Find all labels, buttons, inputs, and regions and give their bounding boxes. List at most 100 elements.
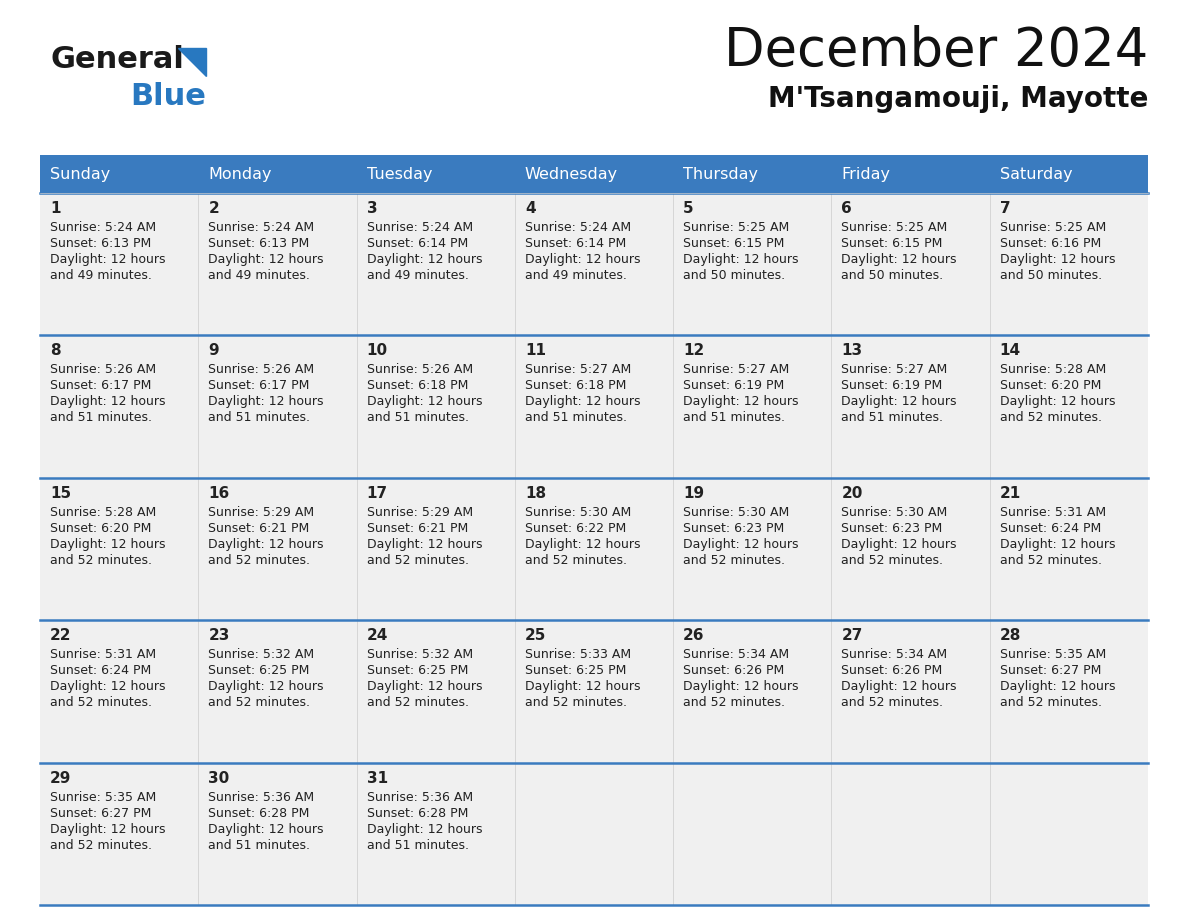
Text: Sunrise: 5:31 AM: Sunrise: 5:31 AM — [50, 648, 156, 661]
Text: and 49 minutes.: and 49 minutes. — [50, 269, 152, 282]
Text: Daylight: 12 hours: Daylight: 12 hours — [50, 823, 165, 835]
Text: and 52 minutes.: and 52 minutes. — [208, 696, 310, 710]
Text: Daylight: 12 hours: Daylight: 12 hours — [208, 396, 324, 409]
Text: Sunset: 6:25 PM: Sunset: 6:25 PM — [525, 665, 626, 677]
Text: and 52 minutes.: and 52 minutes. — [525, 696, 627, 710]
Text: and 51 minutes.: and 51 minutes. — [50, 411, 152, 424]
Text: Sunset: 6:21 PM: Sunset: 6:21 PM — [208, 521, 310, 535]
Text: and 52 minutes.: and 52 minutes. — [525, 554, 627, 566]
Text: Daylight: 12 hours: Daylight: 12 hours — [525, 538, 640, 551]
Text: Sunrise: 5:29 AM: Sunrise: 5:29 AM — [208, 506, 315, 519]
Text: 27: 27 — [841, 628, 862, 644]
Text: Sunrise: 5:35 AM: Sunrise: 5:35 AM — [50, 790, 157, 803]
Text: 4: 4 — [525, 201, 536, 216]
Text: M'Tsangamouji, Mayotte: M'Tsangamouji, Mayotte — [767, 85, 1148, 113]
Text: 13: 13 — [841, 343, 862, 358]
Text: Daylight: 12 hours: Daylight: 12 hours — [50, 538, 165, 551]
Text: Sunrise: 5:25 AM: Sunrise: 5:25 AM — [841, 221, 948, 234]
Text: Daylight: 12 hours: Daylight: 12 hours — [525, 680, 640, 693]
Text: Sunset: 6:23 PM: Sunset: 6:23 PM — [683, 521, 784, 535]
Text: 2: 2 — [208, 201, 219, 216]
Text: 23: 23 — [208, 628, 229, 644]
Text: Monday: Monday — [208, 166, 272, 182]
Text: Daylight: 12 hours: Daylight: 12 hours — [208, 538, 324, 551]
Text: 18: 18 — [525, 486, 546, 501]
Text: 10: 10 — [367, 343, 387, 358]
Text: 6: 6 — [841, 201, 852, 216]
Text: 31: 31 — [367, 770, 387, 786]
Text: Sunrise: 5:32 AM: Sunrise: 5:32 AM — [367, 648, 473, 661]
Text: Sunrise: 5:36 AM: Sunrise: 5:36 AM — [367, 790, 473, 803]
Text: and 52 minutes.: and 52 minutes. — [683, 554, 785, 566]
Text: 11: 11 — [525, 343, 545, 358]
Text: 30: 30 — [208, 770, 229, 786]
Text: Thursday: Thursday — [683, 166, 758, 182]
Text: and 51 minutes.: and 51 minutes. — [208, 411, 310, 424]
Text: 7: 7 — [1000, 201, 1010, 216]
Text: and 50 minutes.: and 50 minutes. — [683, 269, 785, 282]
Text: Sunset: 6:13 PM: Sunset: 6:13 PM — [50, 237, 151, 250]
Text: Daylight: 12 hours: Daylight: 12 hours — [1000, 396, 1116, 409]
Text: and 50 minutes.: and 50 minutes. — [1000, 269, 1101, 282]
Text: Daylight: 12 hours: Daylight: 12 hours — [208, 253, 324, 266]
Text: Sunrise: 5:36 AM: Sunrise: 5:36 AM — [208, 790, 315, 803]
Text: December 2024: December 2024 — [723, 25, 1148, 77]
Polygon shape — [178, 48, 206, 76]
Text: 8: 8 — [50, 343, 61, 358]
Text: Sunrise: 5:34 AM: Sunrise: 5:34 AM — [841, 648, 948, 661]
Bar — [40, 621, 1148, 763]
Text: Sunrise: 5:26 AM: Sunrise: 5:26 AM — [208, 364, 315, 376]
Text: and 51 minutes.: and 51 minutes. — [841, 411, 943, 424]
Text: Sunset: 6:24 PM: Sunset: 6:24 PM — [50, 665, 151, 677]
Text: and 51 minutes.: and 51 minutes. — [367, 411, 468, 424]
Text: and 52 minutes.: and 52 minutes. — [50, 554, 152, 566]
Text: Sunset: 6:14 PM: Sunset: 6:14 PM — [367, 237, 468, 250]
Bar — [40, 477, 1148, 621]
Text: Daylight: 12 hours: Daylight: 12 hours — [1000, 538, 1116, 551]
Text: Sunset: 6:24 PM: Sunset: 6:24 PM — [1000, 521, 1101, 535]
Text: 12: 12 — [683, 343, 704, 358]
Text: Daylight: 12 hours: Daylight: 12 hours — [50, 396, 165, 409]
Text: Daylight: 12 hours: Daylight: 12 hours — [525, 253, 640, 266]
Text: 22: 22 — [50, 628, 71, 644]
Text: and 52 minutes.: and 52 minutes. — [50, 696, 152, 710]
Text: Sunrise: 5:28 AM: Sunrise: 5:28 AM — [50, 506, 157, 519]
Text: and 52 minutes.: and 52 minutes. — [208, 554, 310, 566]
Text: Daylight: 12 hours: Daylight: 12 hours — [841, 538, 956, 551]
Text: Sunrise: 5:25 AM: Sunrise: 5:25 AM — [1000, 221, 1106, 234]
Text: 24: 24 — [367, 628, 388, 644]
Text: and 51 minutes.: and 51 minutes. — [683, 411, 785, 424]
Text: 25: 25 — [525, 628, 546, 644]
Text: and 52 minutes.: and 52 minutes. — [683, 696, 785, 710]
Text: Sunset: 6:15 PM: Sunset: 6:15 PM — [683, 237, 784, 250]
Text: Sunset: 6:13 PM: Sunset: 6:13 PM — [208, 237, 310, 250]
Text: Daylight: 12 hours: Daylight: 12 hours — [1000, 253, 1116, 266]
Text: Daylight: 12 hours: Daylight: 12 hours — [683, 538, 798, 551]
Text: Daylight: 12 hours: Daylight: 12 hours — [683, 396, 798, 409]
Text: Daylight: 12 hours: Daylight: 12 hours — [683, 253, 798, 266]
Text: Daylight: 12 hours: Daylight: 12 hours — [367, 823, 482, 835]
Text: Sunset: 6:15 PM: Sunset: 6:15 PM — [841, 237, 943, 250]
Text: Sunset: 6:20 PM: Sunset: 6:20 PM — [1000, 379, 1101, 392]
Bar — [40, 193, 1148, 335]
Text: Sunrise: 5:24 AM: Sunrise: 5:24 AM — [208, 221, 315, 234]
Text: and 52 minutes.: and 52 minutes. — [1000, 411, 1101, 424]
Text: 9: 9 — [208, 343, 219, 358]
Text: 15: 15 — [50, 486, 71, 501]
Bar — [40, 155, 1148, 193]
Text: Daylight: 12 hours: Daylight: 12 hours — [50, 680, 165, 693]
Text: Sunrise: 5:24 AM: Sunrise: 5:24 AM — [525, 221, 631, 234]
Text: and 52 minutes.: and 52 minutes. — [367, 696, 468, 710]
Text: Sunset: 6:22 PM: Sunset: 6:22 PM — [525, 521, 626, 535]
Text: and 49 minutes.: and 49 minutes. — [525, 269, 627, 282]
Text: Sunset: 6:16 PM: Sunset: 6:16 PM — [1000, 237, 1101, 250]
Text: 28: 28 — [1000, 628, 1022, 644]
Text: Sunrise: 5:24 AM: Sunrise: 5:24 AM — [367, 221, 473, 234]
Text: Daylight: 12 hours: Daylight: 12 hours — [367, 538, 482, 551]
Text: Sunset: 6:17 PM: Sunset: 6:17 PM — [50, 379, 151, 392]
Text: Sunset: 6:14 PM: Sunset: 6:14 PM — [525, 237, 626, 250]
Bar — [40, 763, 1148, 905]
Text: Sunrise: 5:32 AM: Sunrise: 5:32 AM — [208, 648, 315, 661]
Text: Sunrise: 5:25 AM: Sunrise: 5:25 AM — [683, 221, 789, 234]
Text: and 51 minutes.: and 51 minutes. — [208, 839, 310, 852]
